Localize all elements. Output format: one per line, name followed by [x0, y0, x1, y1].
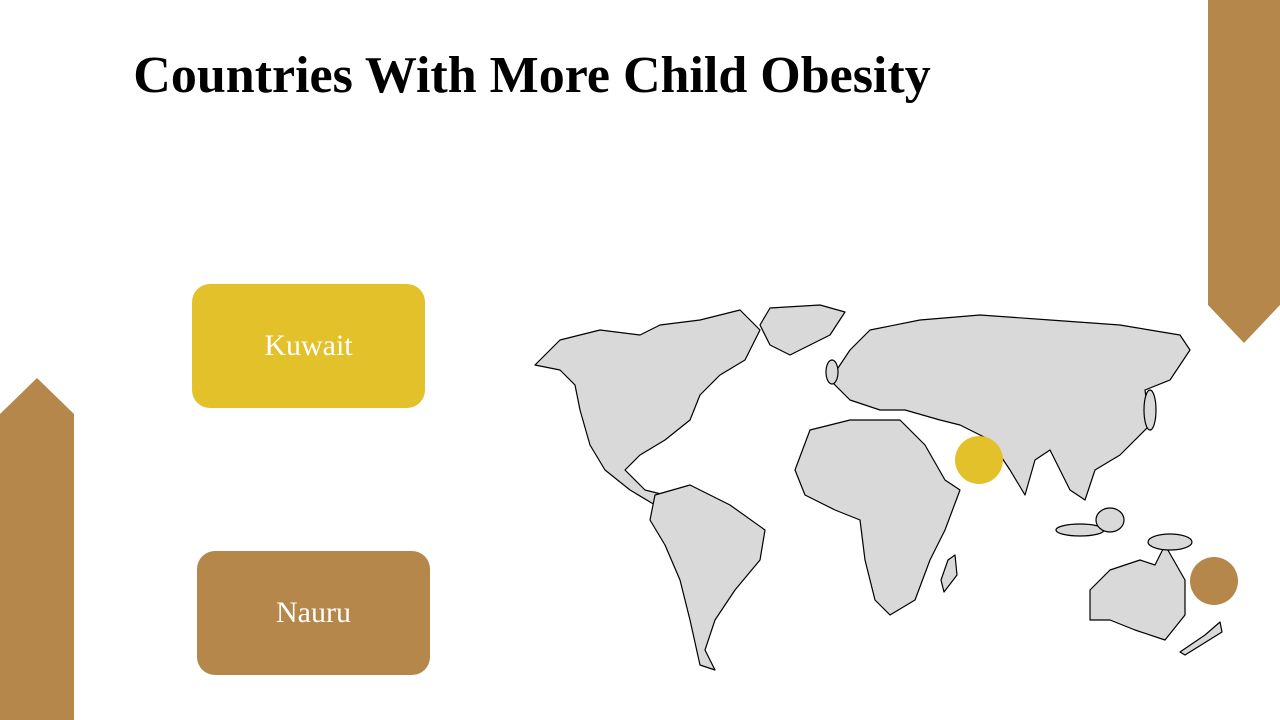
indonesia	[1055, 523, 1105, 537]
world-map	[534, 304, 1223, 671]
left-arrow-banner	[0, 378, 74, 720]
madagascar	[940, 554, 958, 593]
uk	[825, 359, 839, 385]
new-zealand	[1179, 621, 1223, 656]
kuwait-marker	[955, 436, 1003, 484]
right-arrow-banner	[1208, 0, 1280, 343]
borneo	[1095, 507, 1125, 533]
nauru-marker	[1190, 557, 1238, 605]
eurasia	[829, 314, 1191, 501]
japan	[1143, 389, 1157, 431]
new-guinea	[1147, 533, 1193, 551]
australia	[1089, 544, 1186, 641]
north-america	[534, 309, 761, 506]
country-box: Nauru	[197, 551, 430, 675]
south-america	[649, 484, 766, 671]
title: Countries With More Child Obesity	[133, 47, 931, 104]
africa	[794, 419, 961, 616]
greenland	[759, 304, 846, 356]
country-box: Kuwait	[192, 284, 425, 408]
